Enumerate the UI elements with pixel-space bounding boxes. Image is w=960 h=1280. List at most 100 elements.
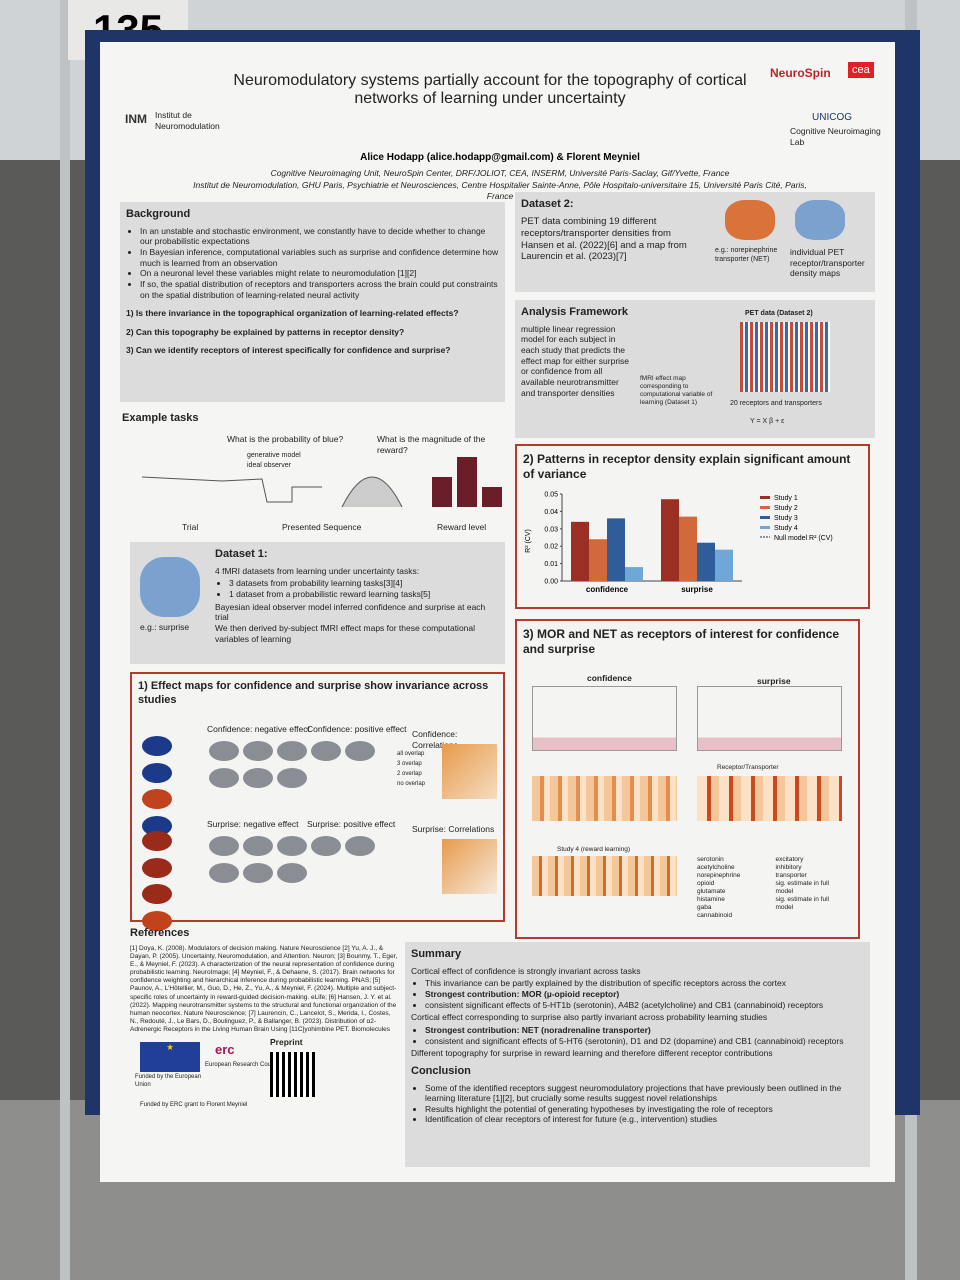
heading: Dataset 1: xyxy=(215,548,268,560)
brain-image xyxy=(795,200,845,240)
erc-text: European Research Council xyxy=(205,1062,281,1068)
legend-label: Null model R² (CV) xyxy=(774,535,833,542)
bullet: Results highlight the potential of gener… xyxy=(425,1104,864,1115)
references: References [1] Doya, K. (2008). Modulato… xyxy=(130,927,400,1034)
question: 2) Can this topography be explained by p… xyxy=(126,326,405,337)
summary-box: Summary Cortical effect of confidence is… xyxy=(405,942,870,1167)
text: Cortical effect of confidence is strongl… xyxy=(411,965,641,976)
eu-logo: ★ xyxy=(140,1042,200,1072)
bullet: consistent significant effects of 5-HT1b… xyxy=(425,1000,864,1011)
y-tick-label: 0.01 xyxy=(544,561,558,568)
post xyxy=(60,0,70,1280)
heading: Dataset 2: xyxy=(521,198,574,210)
bar xyxy=(607,518,625,581)
text: Bayesian ideal observer model inferred c… xyxy=(215,601,486,623)
preprint: Preprint xyxy=(270,1037,303,1047)
text: sig. estimate in full model xyxy=(775,896,829,911)
funding: Funded by ERC grant to Florent Meyniel xyxy=(140,1102,248,1108)
text: PET data combining 19 different receptor… xyxy=(521,215,687,263)
caption: individual PET receptor/transporter dens… xyxy=(790,247,865,279)
task-question: What is the magnitude of the reward? xyxy=(377,434,486,455)
question: 3) Can we identify receptors of interest… xyxy=(126,345,451,356)
y-tick-label: 0.03 xyxy=(544,526,558,533)
brains xyxy=(207,834,397,887)
text: no overlap xyxy=(397,781,426,787)
panel-label: Surprise: positive effect xyxy=(307,819,396,829)
section1-box: 1) Effect maps for confidence and surpri… xyxy=(130,672,505,931)
heatmap-title: Study 4 (reward learning) xyxy=(557,846,630,853)
panel-label: Confidence: positive effect xyxy=(307,724,407,734)
bar xyxy=(589,539,607,581)
axis-label: Receptor/Transporter xyxy=(717,764,779,771)
bar xyxy=(571,521,589,581)
text: We then derived by-subject fMRI effect m… xyxy=(215,622,476,644)
correlation-matrix xyxy=(442,744,497,799)
eu-text: Funded by the European Union xyxy=(135,1074,202,1088)
logo-text: Institut de Neuromodulation xyxy=(155,110,220,131)
y-tick-label: 0.02 xyxy=(544,544,558,551)
question: 1) Is there invariance in the topographi… xyxy=(126,308,459,319)
reference-text: [1] Doya, K. (2008). Modulators of decis… xyxy=(130,944,398,1033)
text: inhibitory xyxy=(775,864,802,871)
logo: NeuroSpin xyxy=(770,66,831,80)
analysis-box: Analysis Framework multiple linear regre… xyxy=(515,300,875,438)
bar xyxy=(625,567,643,581)
axis-label: Trial xyxy=(182,522,199,532)
panel-label: surprise xyxy=(757,676,791,686)
affiliation: Institut de Neuromodulation, GHU Paris, … xyxy=(193,180,807,201)
category-legend: serotonin acetylcholine norepinephrine opio… xyxy=(697,856,847,920)
logo-text: Cognitive Neuroimaging Lab xyxy=(790,126,881,147)
panel-label: Confidence: Correlations xyxy=(412,729,458,750)
bullet: If so, the spatial distribution of recep… xyxy=(140,279,499,300)
y-tick-label: 0.04 xyxy=(544,509,558,516)
panel-label: Confidence: negative effect xyxy=(207,724,310,734)
text: cannabinoid xyxy=(697,912,733,919)
text: gaba xyxy=(697,904,712,911)
brains xyxy=(140,829,200,936)
text: excitatory xyxy=(775,856,804,863)
affiliation: Cognitive Neuroimaging Unit, NeuroSpin C… xyxy=(270,168,730,178)
bar xyxy=(715,549,733,581)
section3-box: 3) MOR and NET as receptors of interest … xyxy=(515,619,860,939)
heading: Example tasks xyxy=(122,412,199,424)
authors: Alice Hodapp (alice.hodapp@gmail.com) & … xyxy=(360,152,640,163)
legend: generative model xyxy=(247,452,301,459)
text: histamine xyxy=(697,896,725,903)
legend-label: Study 2 xyxy=(774,505,798,512)
dataset1-box: e.g.: surprise Dataset 1: 4 fMRI dataset… xyxy=(130,542,505,664)
panel-label: confidence xyxy=(587,673,632,683)
brains xyxy=(140,734,200,841)
design-matrix xyxy=(740,322,830,392)
brains xyxy=(207,739,397,792)
axis-label: Presented Sequence xyxy=(282,522,362,532)
text: Cortical effect corresponding to surpris… xyxy=(411,1012,768,1023)
heading: Summary xyxy=(411,948,462,960)
text: glutamate xyxy=(697,888,726,895)
text: norepinephrine xyxy=(697,872,741,879)
legend-swatch xyxy=(760,526,770,529)
heading: Background xyxy=(126,208,191,220)
text: opioid xyxy=(697,880,715,887)
logo: UNICOG xyxy=(812,112,852,123)
text: transporter xyxy=(775,872,807,879)
heading: 3) MOR and NET as receptors of interest … xyxy=(523,627,840,656)
legend-swatch xyxy=(760,506,770,509)
heading: Conclusion xyxy=(411,1064,471,1077)
title: Neuromodulatory systems partially accoun… xyxy=(233,72,747,107)
section2-box: 2) Patterns in receptor density explain … xyxy=(515,444,870,609)
heading: 1) Effect maps for confidence and surpri… xyxy=(138,680,489,706)
y-tick-label: 0.05 xyxy=(544,492,558,499)
panel-label: Surprise: negative effect xyxy=(207,819,299,829)
caption: e.g.: surprise xyxy=(140,622,190,632)
caption: PET data (Dataset 2) xyxy=(745,310,813,317)
x-tick-label: surprise xyxy=(681,585,713,594)
bullet: This invariance can be partly explained … xyxy=(425,978,864,989)
legend-swatch xyxy=(760,496,770,499)
logo: INM xyxy=(125,112,147,126)
y-axis-label: R² (CV) xyxy=(525,529,532,553)
legend-label: Study 3 xyxy=(774,515,798,522)
bullet: Strongest contribution: NET (noradrenali… xyxy=(425,1025,864,1036)
bullet: Strongest contribution: MOR (µ-opioid re… xyxy=(425,989,864,1000)
heatmap xyxy=(532,856,677,896)
